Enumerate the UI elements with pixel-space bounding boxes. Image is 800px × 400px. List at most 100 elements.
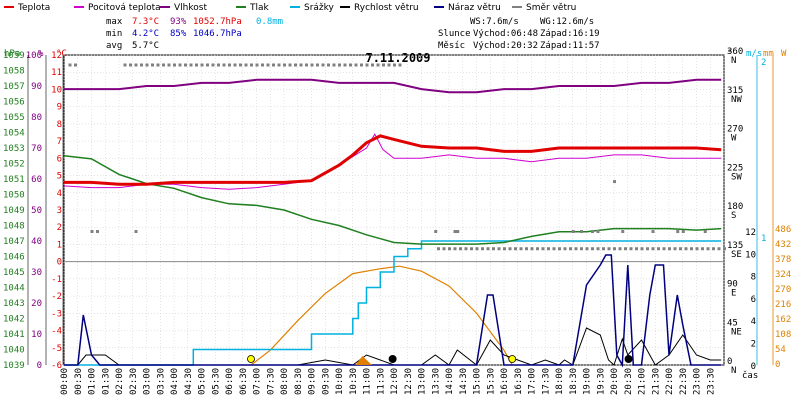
wind-direction-dot — [277, 63, 281, 67]
grid — [63, 54, 725, 366]
tick-label-time: 16:00 — [500, 368, 510, 395]
wind-direction-dot — [629, 247, 633, 251]
tick-label-hpa: 1048 — [3, 222, 25, 232]
tick-label-pct: 60 — [31, 175, 42, 185]
wind-direction-dot — [607, 247, 611, 251]
tick-label-time: 06:00 — [225, 368, 235, 395]
legend-entry: Srážky — [304, 3, 335, 13]
wind-direction-dot — [327, 63, 330, 67]
wind-direction-dot — [646, 247, 649, 251]
stats-sun-set: Západ:16:19 — [540, 29, 600, 39]
tick-label-time: 07:30 — [266, 368, 276, 395]
tick-label-time: 02:00 — [115, 368, 125, 395]
wind-direction-dot — [470, 247, 473, 251]
wind-direction-dot — [129, 63, 132, 67]
wind-direction-dot — [525, 247, 528, 251]
tick-label-c: 2 — [57, 223, 62, 233]
tick-label-c: 4 — [57, 189, 62, 199]
tick-label-time: 15:30 — [486, 368, 496, 395]
wind-direction-dot — [96, 230, 99, 234]
tick-label-speed: 4 — [751, 317, 756, 327]
wind-direction-dot — [497, 247, 501, 251]
tick-label-time: 04:00 — [170, 368, 180, 395]
tick-label-w: 54 — [775, 345, 786, 355]
wind-direction-dot — [508, 247, 512, 251]
wind-direction-dot — [486, 247, 490, 251]
tick-label-deg: 315 — [727, 86, 743, 96]
wind-direction-dot — [701, 247, 704, 251]
stats-min-hum: 85% — [170, 29, 187, 39]
stats-min-press: 1046.7hPa — [193, 29, 242, 39]
tick-label-time: 17:00 — [528, 368, 538, 395]
wind-direction-dot — [178, 63, 182, 67]
tick-label-dir: E — [731, 289, 736, 299]
tick-label-dir: N — [731, 56, 736, 66]
tick-label-w: 270 — [775, 285, 791, 295]
wind-direction-dot — [519, 247, 523, 251]
wind-direction-dot — [283, 63, 286, 67]
wind-direction-dot — [596, 247, 600, 251]
wind-direction-dot — [453, 247, 457, 251]
wind-direction-dot — [195, 63, 198, 67]
stats-min-label: min — [106, 29, 122, 39]
tick-label-time: 03:00 — [143, 368, 153, 395]
wind-direction-dot — [239, 63, 242, 67]
tick-label-pct: 40 — [31, 237, 42, 247]
wind-direction-dot — [591, 230, 594, 234]
wind-direction-dot — [673, 247, 677, 251]
tick-label-dir: N — [731, 366, 736, 376]
legend-entry: Náraz větru — [448, 3, 501, 13]
legend-entry: Teplota — [17, 3, 50, 13]
legend-entry: Vlhkost — [174, 3, 207, 13]
wind-direction-dot — [437, 247, 440, 251]
tick-label-dir: NE — [731, 327, 742, 337]
stats-max-rain: 0.8mm — [256, 17, 283, 27]
tick-label-time: 11:00 — [363, 368, 373, 395]
series-wind-gust — [64, 254, 722, 368]
tick-label-hpa: 1039 — [3, 361, 25, 371]
tick-label-hpa: 1059 — [3, 51, 25, 61]
tick-label-time: 22:30 — [679, 368, 689, 395]
wind-direction-dot — [250, 63, 253, 67]
series-feels-like — [63, 133, 722, 190]
wind-direction-dot — [618, 247, 622, 251]
wind-direction-dot — [288, 63, 292, 67]
tick-label-hpa: 1056 — [3, 98, 25, 108]
wind-direction-dot — [343, 63, 347, 67]
tick-label-pct: 80 — [31, 113, 42, 123]
wind-direction-dot — [299, 63, 303, 67]
tick-label-pct: 10 — [31, 330, 42, 340]
tick-label-c: -5 — [51, 344, 62, 354]
wind-direction-dot — [681, 230, 685, 234]
tick-label-dir: SW — [731, 172, 742, 182]
tick-label-c: 6 — [57, 154, 62, 164]
tick-label-ms: 1 — [761, 234, 766, 244]
wind-direction-dot — [305, 63, 308, 67]
tick-label-deg: 360 — [727, 47, 743, 57]
stats-sun-rise: Východ:06:48 — [473, 29, 538, 39]
tick-label-time: 22:00 — [665, 368, 675, 395]
stats-max-press: 1052.7hPa — [193, 17, 242, 27]
wind-direction-dot — [684, 247, 688, 251]
wind-direction-dot — [459, 247, 462, 251]
wind-direction-dot — [134, 63, 138, 67]
wind-direction-dot — [621, 230, 625, 234]
tick-label-time: 14:30 — [459, 368, 469, 395]
tick-label-time: 08:00 — [280, 368, 290, 395]
tick-label-time: 01:30 — [101, 368, 111, 395]
wind-direction-dot — [662, 247, 666, 251]
tick-label-time: 14:00 — [445, 368, 455, 395]
tick-label-pct: 30 — [31, 268, 42, 278]
tick-label-c: -4 — [51, 327, 62, 337]
tick-label-time: 23:00 — [693, 368, 703, 395]
wind-direction-dot — [140, 63, 143, 67]
tick-label-time: 20:30 — [624, 368, 634, 395]
wind-direction-dot — [360, 63, 363, 67]
tick-label-hpa: 1043 — [3, 299, 25, 309]
wind-direction-dot — [530, 247, 534, 251]
wind-direction-dot — [316, 63, 319, 67]
tick-label-c: 11 — [51, 68, 62, 78]
wind-direction-dot — [244, 63, 248, 67]
series-pressure — [63, 155, 722, 245]
